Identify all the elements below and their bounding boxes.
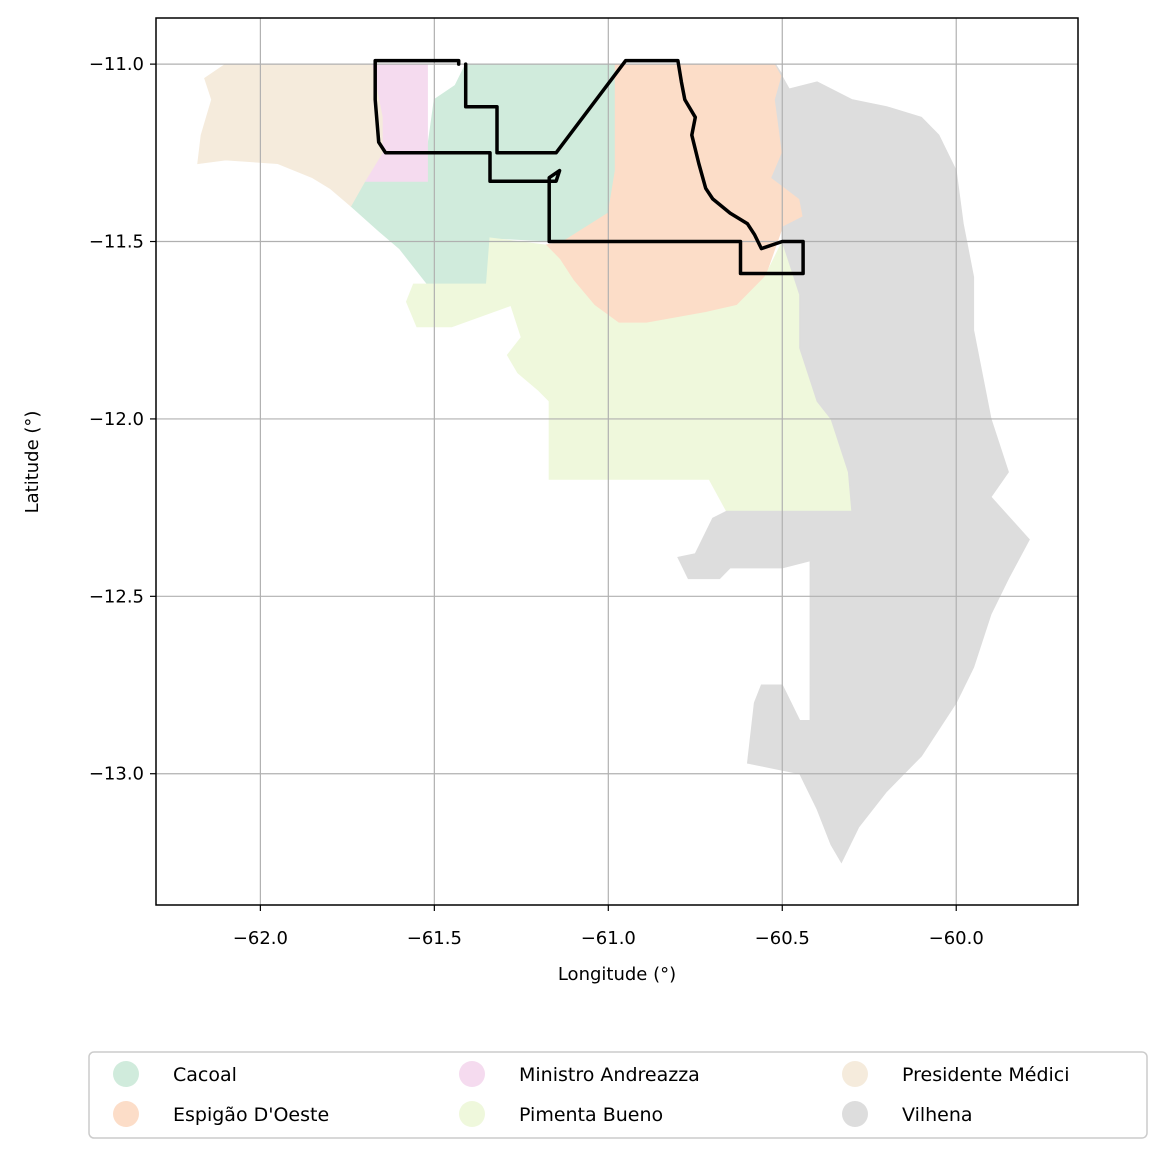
region-presidente-medici — [197, 63, 383, 207]
legend-label-ministro-andreazza: Ministro Andreazza — [519, 1064, 700, 1086]
y-tick-label: −12.5 — [89, 586, 144, 607]
y-axis-label: Latitude (°) — [22, 411, 43, 514]
legend-label-cacoal: Cacoal — [173, 1064, 237, 1086]
y-ticks: −11.0 −11.5 −12.0 −12.5 −13.0 — [89, 54, 156, 785]
legend-marker-espigao-d-oeste — [113, 1101, 139, 1127]
y-tick-label: −13.0 — [89, 764, 144, 785]
legend-label-pimenta-bueno: Pimenta Bueno — [519, 1104, 663, 1126]
outline-layer — [373, 58, 805, 276]
region-vilhena — [677, 63, 1030, 864]
legend-label-espigao-d-oeste: Espigão D'Oeste — [173, 1104, 329, 1126]
y-tick-label: −11.5 — [89, 232, 144, 253]
legend-marker-vilhena — [842, 1101, 868, 1127]
legend-marker-ministro-andreazza — [459, 1061, 485, 1087]
selected-area-outline — [373, 58, 805, 276]
x-tick-label: −61.0 — [581, 928, 636, 949]
legend-box — [88, 1051, 1148, 1139]
legend-label-presidente-medici: Presidente Médici — [902, 1064, 1070, 1086]
x-tick-label: −62.0 — [233, 928, 288, 949]
x-tick-label: −60.5 — [755, 928, 810, 949]
legend-marker-pimenta-bueno — [459, 1101, 485, 1127]
plot-frame — [155, 17, 1079, 906]
legend-label-vilhena: Vilhena — [902, 1104, 973, 1126]
legend: Cacoal Espigão D'Oeste Ministro Andreazza P… — [88, 1051, 1148, 1139]
legend-items: Cacoal Espigão D'Oeste Ministro Andreazza P… — [113, 1061, 1070, 1127]
legend-marker-cacoal — [113, 1061, 139, 1087]
regions-layer — [197, 63, 1030, 864]
x-axis-label: Longitude (°) — [558, 964, 676, 985]
x-ticks: −62.0 −61.5 −61.0 −60.5 −60.0 — [233, 905, 984, 949]
y-tick-label: −11.0 — [89, 54, 144, 75]
y-tick-label: −12.0 — [89, 409, 144, 430]
legend-marker-presidente-medici — [842, 1061, 868, 1087]
x-tick-label: −60.0 — [929, 928, 984, 949]
x-tick-label: −61.5 — [407, 928, 462, 949]
